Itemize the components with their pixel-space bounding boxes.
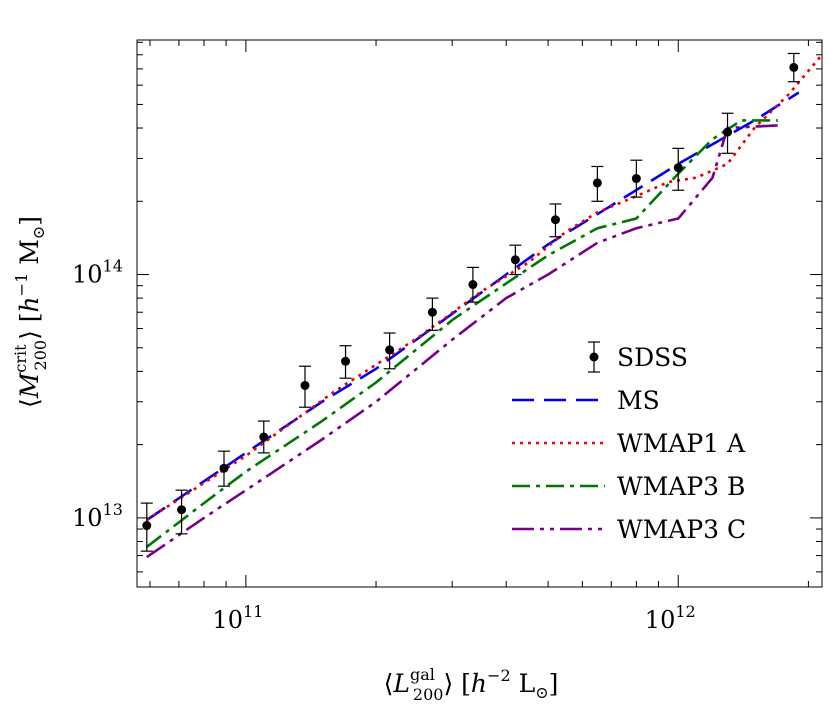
legend-label: WMAP3 B [617,472,745,501]
sdss-point [383,332,396,370]
y-axis-label: ⟨Mcrit200⟩ [h−1 M⊙] [11,216,50,408]
series-line-wmap3-b [146,119,778,548]
series-lines [146,53,822,559]
sdss-point [591,165,604,202]
sdss-point [466,266,479,303]
series-line-wmap1-a [146,53,822,522]
sdss-point [721,112,734,154]
sdss-point [339,345,352,379]
legend-entry: MS [512,386,660,415]
legend-label: WMAP1 A [617,429,746,458]
tick-labels: 1011 1012 1013 1014 [72,257,696,634]
x-axis-label: ⟨Lgal 200⟩ [h−2 L⊙] [384,665,559,704]
legend: SDSS MS WMAP1 A WMAP3 B WMAP3 C [512,341,746,544]
sdss-point [426,297,439,331]
sdss-point [509,244,522,276]
legend-label: SDSS [617,343,688,372]
sdss-points [140,52,800,552]
sdss-point [787,52,800,83]
y-tick-label: 1014 [72,257,123,289]
legend-entry: SDSS [588,341,688,373]
sdss-point [298,365,311,408]
legend-label: WMAP3 C [617,515,746,544]
legend-label: MS [617,386,660,415]
sdss-point [140,502,153,552]
plot-frame [136,39,823,588]
legend-entry: WMAP3 C [512,515,746,544]
x-tick-label: 1012 [645,602,696,634]
sdss-point [630,159,643,198]
sdss-point [175,489,188,535]
y-tick-label: 1013 [72,500,123,532]
legend-entry: WMAP3 B [512,472,745,501]
legend-entry: WMAP1 A [512,429,746,458]
sdss-point [217,450,230,487]
sdss-point [549,203,562,238]
axis-ticks [137,40,822,587]
series-line-ms [146,91,800,522]
series-line-wmap3-c [146,124,778,559]
x-tick-label: 1011 [212,602,263,634]
sdss-point [257,420,270,454]
sdss-point [672,147,685,191]
